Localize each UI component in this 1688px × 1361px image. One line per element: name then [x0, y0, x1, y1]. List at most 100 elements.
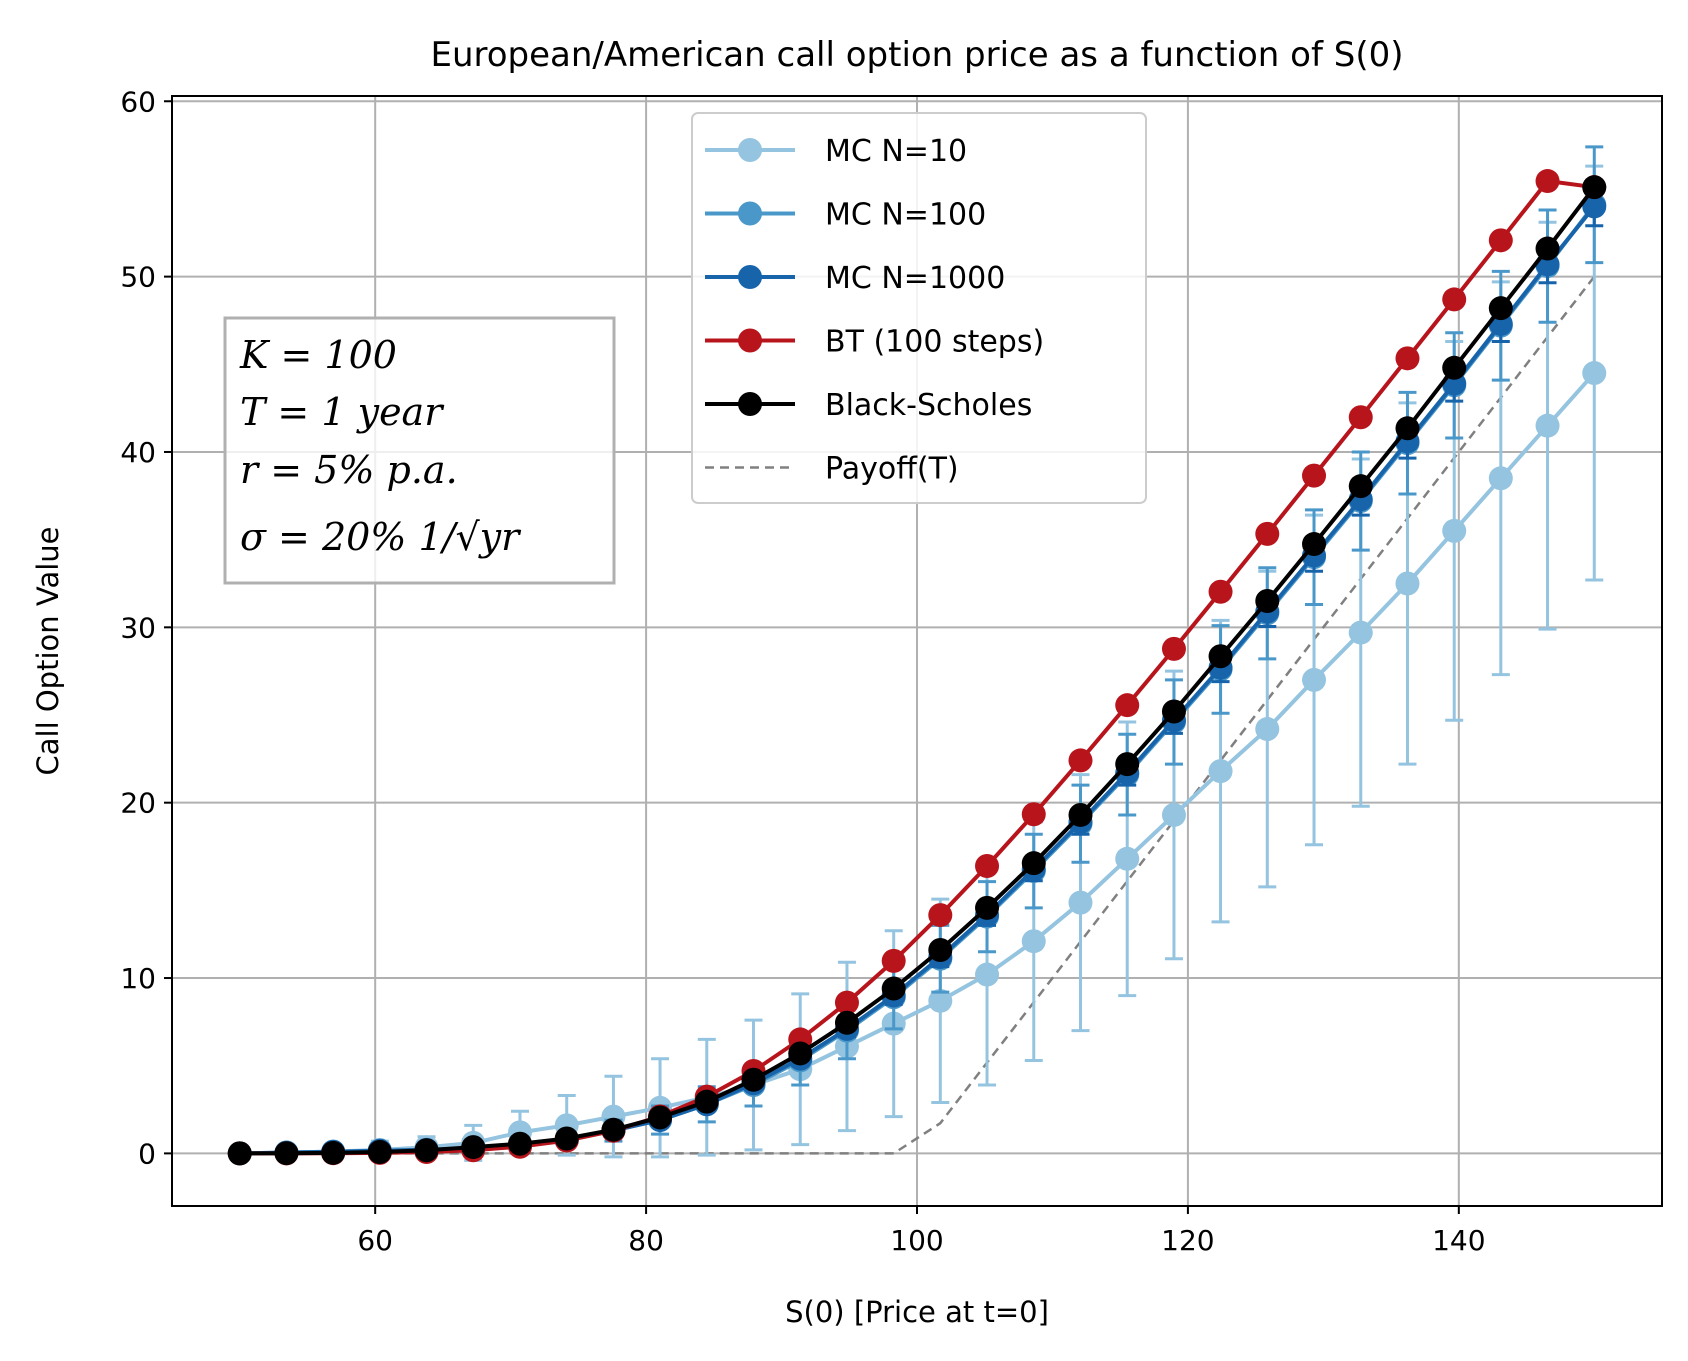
data-point — [881, 976, 906, 1001]
data-point — [367, 1139, 392, 1164]
legend-label: BT (100 steps) — [825, 325, 1044, 360]
y-tick-label: 60 — [120, 85, 156, 118]
axis-ticks: 60 80 100 120 140 0 10 20 30 40 50 60 — [120, 85, 1485, 1257]
data-point — [1115, 846, 1140, 871]
data-point — [928, 988, 953, 1013]
data-point — [1068, 890, 1093, 915]
data-point — [1488, 466, 1513, 491]
data-point — [1348, 474, 1373, 499]
data-point — [601, 1117, 626, 1142]
y-tick-label: 10 — [120, 962, 156, 995]
y-axis-title: Call Option Value — [31, 527, 65, 776]
y-tick-label: 40 — [120, 436, 156, 469]
data-point — [1582, 194, 1607, 219]
legend-marker — [738, 201, 762, 226]
data-point — [1535, 413, 1560, 438]
legend-label: MC N=10 — [825, 134, 967, 169]
data-point — [928, 937, 953, 962]
data-point — [1395, 416, 1420, 441]
data-point — [928, 903, 953, 928]
data-point — [1535, 236, 1560, 261]
data-point — [975, 895, 1000, 920]
data-point — [1488, 296, 1513, 321]
data-point — [1161, 802, 1186, 827]
data-point — [1395, 571, 1420, 596]
chart-title: European/American call option price as a… — [430, 35, 1403, 75]
y-tick-label: 50 — [120, 261, 156, 294]
data-point — [1348, 620, 1373, 645]
parameter-k: K = 100 — [239, 333, 397, 377]
x-tick-label: 80 — [628, 1224, 664, 1257]
parameter-box-frame — [223, 316, 616, 585]
data-point — [507, 1131, 532, 1156]
data-point — [975, 962, 1000, 987]
data-point — [788, 1041, 813, 1066]
data-point — [975, 853, 1000, 878]
data-point — [1255, 589, 1280, 614]
data-point — [1161, 699, 1186, 724]
data-point — [1302, 463, 1327, 488]
data-point — [1302, 532, 1327, 557]
data-point — [1208, 644, 1233, 669]
parameter-sigma: σ = 20% 1/√yr — [240, 515, 522, 559]
data-point — [1021, 851, 1046, 876]
data-point — [1021, 929, 1046, 954]
data-point — [741, 1067, 766, 1092]
series-layer — [227, 145, 1607, 1166]
x-tick-label: 100 — [890, 1224, 943, 1257]
y-tick-label: 0 — [138, 1137, 156, 1170]
data-point — [554, 1126, 579, 1151]
data-point — [1161, 636, 1186, 661]
data-point — [1442, 355, 1467, 380]
x-tick-label: 120 — [1161, 1224, 1214, 1257]
series-black-scholes — [227, 175, 1607, 1166]
legend-label: Payoff(T) — [825, 452, 959, 487]
x-tick-label: 140 — [1432, 1224, 1485, 1257]
data-point — [1115, 693, 1140, 718]
data-point — [1115, 752, 1140, 777]
data-point — [1255, 717, 1280, 742]
y-tick-label: 30 — [120, 611, 156, 644]
data-point — [694, 1089, 719, 1114]
data-point — [1255, 521, 1280, 546]
data-point — [1442, 518, 1467, 543]
data-point — [274, 1141, 299, 1166]
data-point — [1582, 175, 1607, 200]
data-point — [321, 1140, 346, 1165]
data-point — [1582, 361, 1607, 386]
legend-marker — [738, 392, 762, 416]
data-point — [881, 948, 906, 973]
parameter-t: T = 1 year — [240, 390, 445, 434]
data-point — [461, 1135, 486, 1160]
data-point — [648, 1105, 673, 1130]
data-point — [1348, 405, 1373, 430]
data-point — [1021, 802, 1046, 827]
legend-marker — [738, 265, 762, 289]
legend-label: MC N=1000 — [825, 261, 1005, 296]
parameter-box: K = 100 T = 1 year r = 5% p.a. σ = 20% 1… — [223, 316, 616, 585]
legend: MC N=10 MC N=100 MC N=1000 BT (100 steps) Bl… — [691, 112, 1147, 504]
data-point — [1442, 287, 1467, 312]
x-tick-label: 60 — [357, 1224, 393, 1257]
data-point — [1068, 748, 1093, 773]
data-point — [1302, 667, 1327, 692]
x-axis-title: S(0) [Price at t=0] — [785, 1295, 1049, 1329]
legend-marker — [738, 138, 762, 162]
data-point — [1208, 759, 1233, 784]
data-point — [834, 990, 859, 1015]
legend-label: Black-Scholes — [825, 388, 1032, 423]
parameter-r: r = 5% p.a. — [240, 448, 458, 492]
y-tick-label: 20 — [120, 787, 156, 820]
data-point — [1208, 579, 1233, 604]
data-point — [1068, 802, 1093, 827]
data-point — [1488, 228, 1513, 253]
data-point — [414, 1138, 439, 1163]
data-point — [1395, 346, 1420, 371]
data-point — [1535, 169, 1560, 194]
data-point — [834, 1010, 859, 1035]
legend-marker — [738, 328, 762, 353]
data-point — [227, 1141, 252, 1166]
legend-label: MC N=100 — [825, 198, 986, 233]
legend-frame — [691, 112, 1147, 504]
